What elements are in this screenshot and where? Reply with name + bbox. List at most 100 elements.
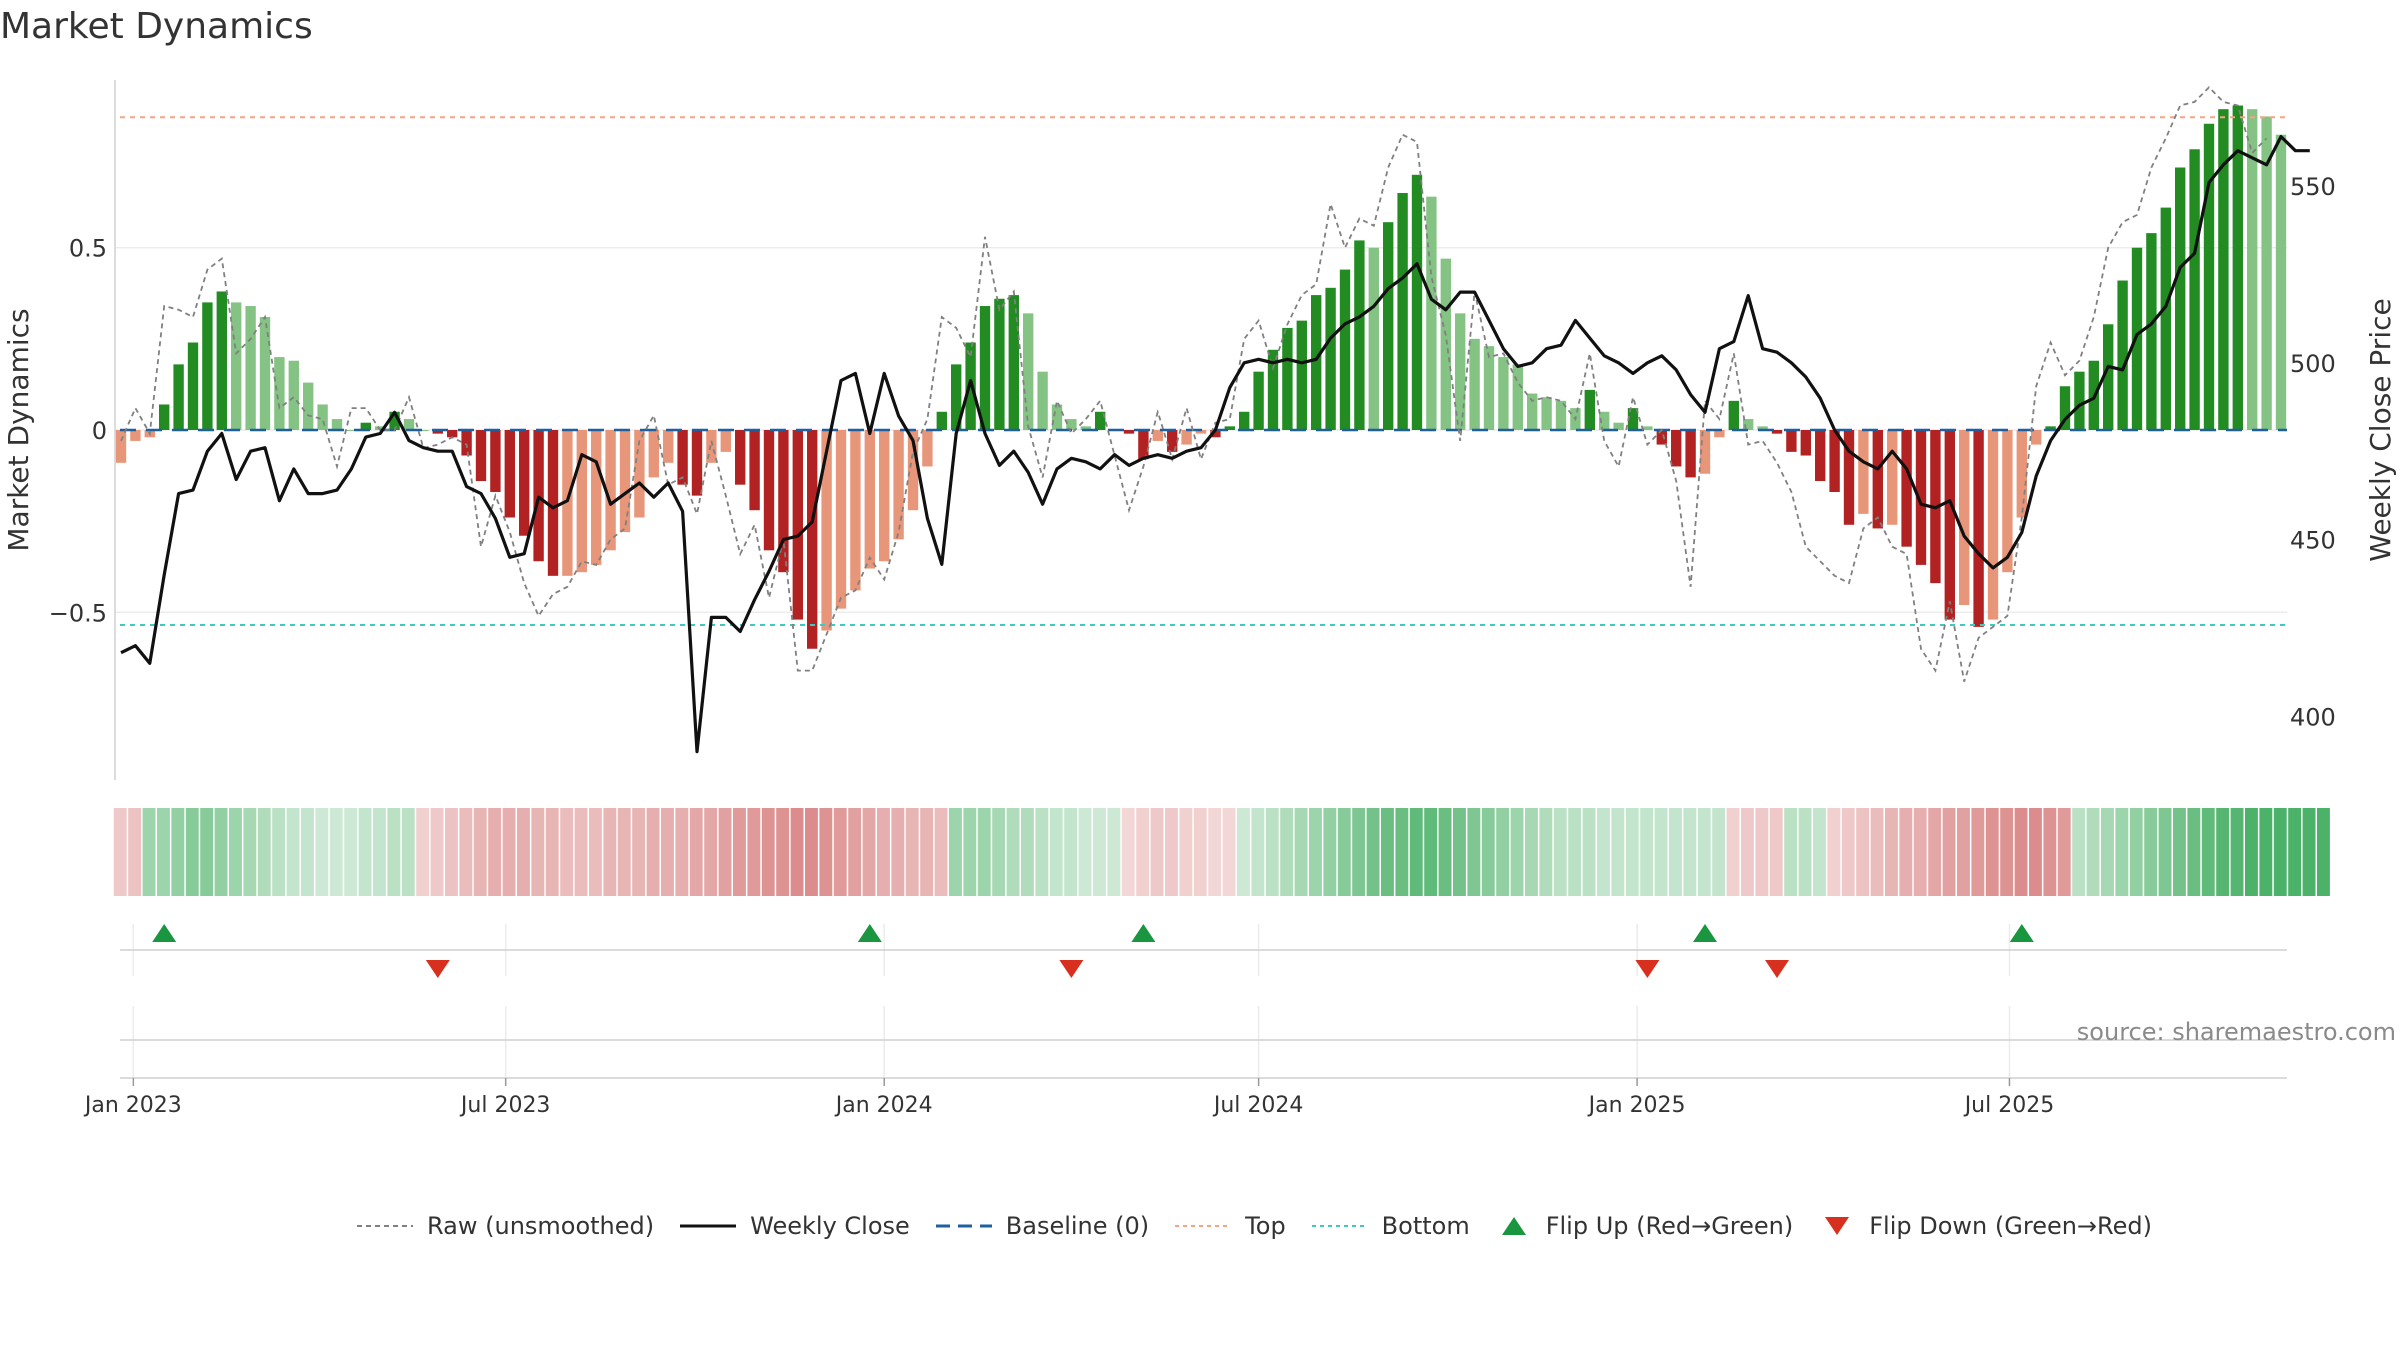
x-tick-label: Jul 2023 <box>459 1093 551 1118</box>
trend-band-cell <box>214 808 228 896</box>
x-tick-label: Jul 2024 <box>1212 1093 1304 1118</box>
trend-band-cell <box>1640 808 1654 896</box>
trend-band-cell <box>2101 808 2114 896</box>
trend-band-cell <box>1251 808 1265 896</box>
legend-bottom-swatch <box>1311 1225 1368 1227</box>
trend-band-cell <box>2144 808 2158 896</box>
trend-band-cell <box>805 808 818 896</box>
legend-baseline: Baseline (0) <box>934 1212 1149 1240</box>
smoothed-bar <box>1224 426 1235 430</box>
smoothed-bar <box>1973 430 1984 627</box>
trend-band-cell <box>200 808 214 896</box>
trend-band-cell <box>1453 808 1466 896</box>
trend-band-cell <box>1784 808 1798 896</box>
smoothed-bar <box>1627 408 1639 430</box>
smoothed-bar <box>677 430 688 485</box>
smoothed-bar <box>1987 430 1999 620</box>
smoothed-bar <box>2045 426 2056 430</box>
legend-flip-down: Flip Down (Green→Red) <box>1817 1212 2152 1240</box>
trend-band-cell <box>1971 808 1985 896</box>
trend-band-cell <box>1611 808 1625 896</box>
trend-band-cell <box>459 808 473 896</box>
smoothed-bar <box>1642 426 1653 430</box>
trend-band-cell <box>1337 808 1351 896</box>
trend-band-cell <box>416 808 430 896</box>
trend-band-cell <box>2288 808 2302 896</box>
trend-band-cell <box>661 808 674 896</box>
trend-band-cell <box>517 808 530 896</box>
trend-band-cell <box>430 808 444 896</box>
smoothed-bar <box>303 382 314 430</box>
smoothed-bar <box>1167 430 1178 452</box>
smoothed-bar <box>2016 430 2027 518</box>
trend-band-cell <box>1957 808 1970 896</box>
trend-band-cell <box>1870 808 1884 896</box>
smoothed-bar <box>1613 422 1624 430</box>
smoothed-bar <box>159 404 170 430</box>
trend-band-cell <box>2057 808 2071 896</box>
smoothed-bar <box>1296 320 1307 430</box>
smoothed-bar <box>1253 371 1264 430</box>
flip-markers <box>120 924 2287 1079</box>
smoothed-bars <box>115 105 2287 649</box>
smoothed-bar <box>1195 430 1207 434</box>
trend-band-cell <box>1553 808 1567 896</box>
smoothed-bar <box>1599 411 1610 430</box>
trend-band-cell <box>920 808 934 896</box>
x-tick-label: Jan 2025 <box>1587 1093 1686 1118</box>
smoothed-bar <box>735 430 746 485</box>
smoothed-bar <box>1800 430 1811 456</box>
trend-band-cell <box>473 808 487 896</box>
trend-band-cell <box>344 808 358 896</box>
trend-band-cell <box>2273 808 2287 896</box>
legend-close-label: Weekly Close <box>750 1212 910 1240</box>
trend-band-cell <box>761 808 775 896</box>
trend-band-cell <box>1885 808 1898 896</box>
smoothed-bar <box>691 430 703 496</box>
trend-band-cell <box>1755 808 1769 896</box>
trend-band-cell <box>2173 808 2186 896</box>
trend-band-cell <box>733 808 746 896</box>
smoothed-bar <box>490 430 501 492</box>
smoothed-bar <box>1887 430 1898 525</box>
trend-band-cell <box>329 808 343 896</box>
legend-raw-swatch <box>357 1225 413 1227</box>
flip-down-marker <box>1635 960 1660 978</box>
smoothed-bar <box>2218 109 2229 431</box>
smoothed-bar <box>2146 233 2157 430</box>
trend-band-cell <box>315 808 329 896</box>
smoothed-bar <box>778 430 789 573</box>
y-left-tick-label: 0.5 <box>69 235 107 263</box>
trend-band-cell <box>1654 808 1668 896</box>
smoothed-bar <box>475 430 487 482</box>
smoothed-bar <box>634 430 645 518</box>
legend: Raw (unsmoothed) Weekly Close Baseline (… <box>355 1212 2176 1240</box>
smoothed-bar <box>231 302 242 430</box>
flip-down-marker <box>425 960 450 978</box>
trend-band-cell <box>1294 808 1308 896</box>
smoothed-bar <box>1656 430 1667 445</box>
smoothed-bar <box>706 430 717 463</box>
legend-flip-up: Flip Up (Red→Green) <box>1494 1212 1793 1240</box>
smoothed-bar <box>1843 430 1855 525</box>
trend-band-cell <box>877 808 890 896</box>
trend-band-cell <box>1064 808 1078 896</box>
trend-band-cell <box>113 808 127 896</box>
smoothed-bar <box>346 430 357 431</box>
smoothed-bar <box>1426 196 1437 430</box>
smoothed-bar <box>893 430 904 540</box>
trend-band-cell <box>1683 808 1697 896</box>
smoothed-bar <box>187 342 199 430</box>
trend-band-cell <box>128 808 142 896</box>
trend-band-cell <box>401 808 415 896</box>
smoothed-bar <box>1714 430 1725 438</box>
smoothed-bar <box>1555 400 1567 430</box>
trend-band-cell <box>2072 808 2086 896</box>
trend-band-cell <box>1741 808 1754 896</box>
smoothed-bar <box>1411 174 1423 430</box>
trend-band-cell <box>1481 808 1495 896</box>
smoothed-bar <box>403 419 415 430</box>
trend-band-cell <box>646 808 660 896</box>
smoothed-bar <box>1152 430 1163 441</box>
trend-band-cell <box>1165 808 1178 896</box>
